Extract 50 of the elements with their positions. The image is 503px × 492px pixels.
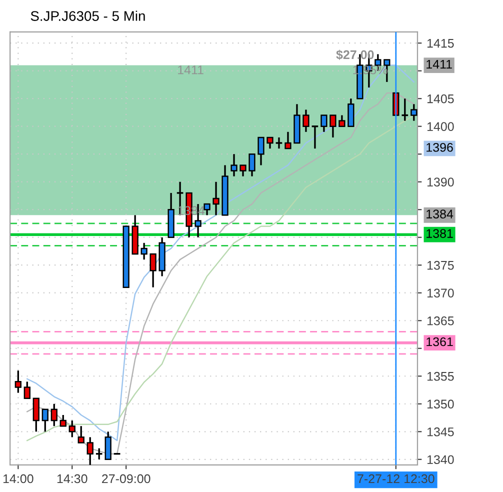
y-tick-label: 1340 <box>427 455 454 464</box>
text: 1384 <box>426 210 454 218</box>
x-tick-label: 7-27-12 12:30 <box>358 474 434 484</box>
ref-line-label: 1361 <box>426 337 453 346</box>
annotation: $27.00 <box>336 50 374 60</box>
candlestick <box>86 436 94 465</box>
candlestick <box>60 414 66 427</box>
candlestick <box>140 242 148 260</box>
candlestick <box>14 370 22 394</box>
y-tick-label: 1345 <box>427 427 454 436</box>
candlestick <box>24 380 30 400</box>
candlestick <box>50 403 58 427</box>
chart-title: S.JP.J6305 - 5 Min <box>30 10 145 21</box>
candlestick <box>104 430 112 460</box>
ref-line-label: 1381 <box>426 229 453 238</box>
candlestick <box>32 397 40 432</box>
y-tick-label: 1400 <box>427 122 454 131</box>
candlestick <box>248 153 256 178</box>
x-tick-label: 14:30 <box>57 474 88 484</box>
y-tick-label: 1365 <box>427 316 454 326</box>
y-tick-label: 1350 <box>427 400 454 409</box>
candlestick <box>338 114 346 128</box>
candlestick <box>348 98 354 128</box>
candlestick <box>302 108 310 133</box>
candlestick <box>78 425 84 444</box>
text: 1411 <box>426 60 452 69</box>
candlestick <box>230 153 238 178</box>
candlestick <box>410 103 418 122</box>
annotation: 1411 <box>178 66 204 74</box>
y-tick-label: 1375 <box>427 260 454 270</box>
candlestick <box>284 131 292 150</box>
y-tick-label: 1370 <box>427 288 454 298</box>
candlestick <box>42 408 48 432</box>
candlestick <box>240 164 246 178</box>
x-tick-label: 14:00 <box>3 474 34 484</box>
y-tick-label: 1390 <box>427 178 454 187</box>
candlestick <box>330 114 336 138</box>
candlestick <box>150 253 156 288</box>
x-tick-label: 27-09:00 <box>102 474 150 484</box>
y-tick-label: 1415 <box>427 39 454 48</box>
y-tick-label: 1405 <box>427 94 454 104</box>
candlestick <box>275 136 283 150</box>
candlestick <box>212 181 220 216</box>
text: 1396 <box>426 142 453 152</box>
candlestick <box>258 136 264 166</box>
candlestick <box>204 203 210 216</box>
candlestick <box>68 420 76 438</box>
candlestick <box>266 136 274 150</box>
candlestick <box>320 114 328 133</box>
y-tick-label: 1355 <box>427 372 454 381</box>
